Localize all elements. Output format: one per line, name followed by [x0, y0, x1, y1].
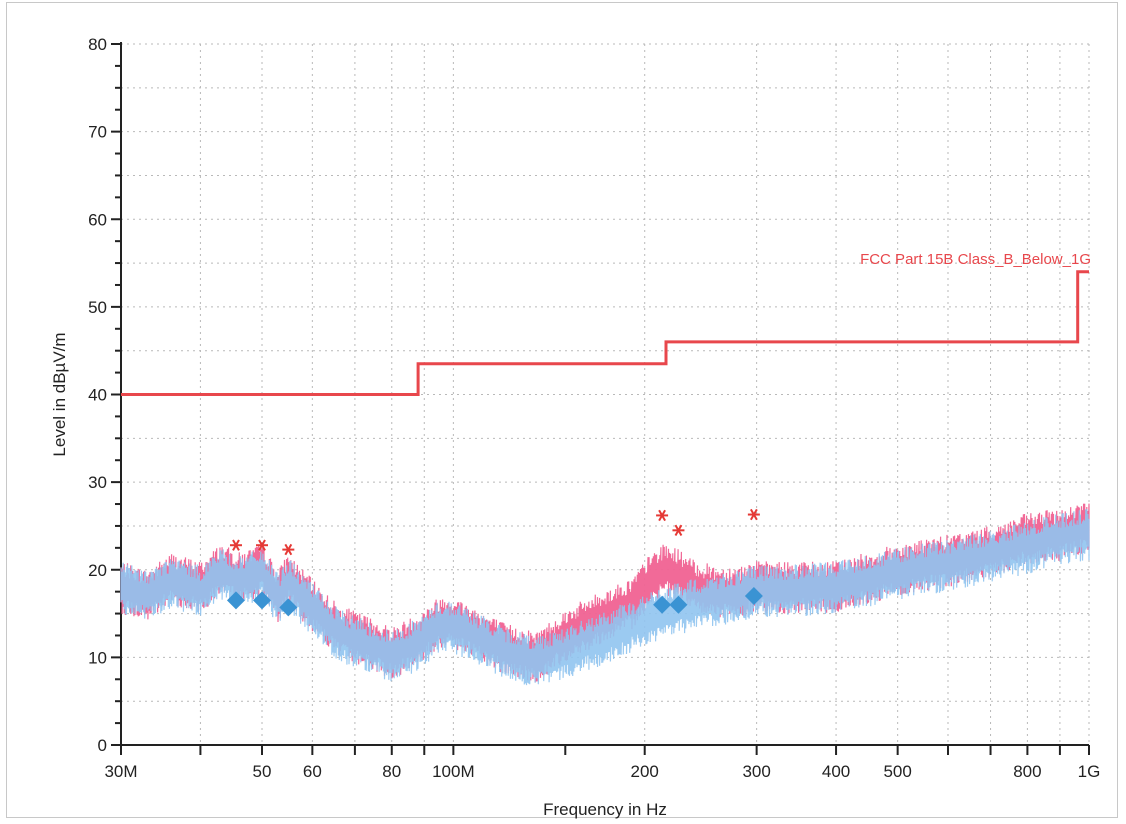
x-axis-title: Frequency in Hz — [543, 800, 667, 819]
peak-marker-stroke — [258, 539, 266, 551]
peak-marker — [256, 539, 269, 551]
qp-marker — [653, 595, 672, 614]
y-tick-label: 30 — [88, 473, 107, 492]
peak-marker-stroke — [658, 509, 666, 522]
x-tick-label: 500 — [883, 762, 911, 781]
x-tick-label: 400 — [822, 762, 850, 781]
y-tick-label: 10 — [88, 648, 107, 667]
x-tick-label: 200 — [631, 762, 659, 781]
x-tick-label: 300 — [742, 762, 770, 781]
emission-chart: 0 10 20 30 40 50 60 70 80 30M 50 60 80 100M 200 300 400 5… — [50, 35, 1100, 819]
y-tick-label: 0 — [98, 736, 107, 755]
peak-marker — [656, 509, 669, 522]
y-tick-label: 50 — [88, 298, 107, 317]
limit-line-label: FCC Part 15B Class_B_Below_1G — [860, 251, 1091, 268]
peak-marker — [672, 524, 685, 537]
x-tick-label: 60 — [303, 762, 322, 781]
qp-marker — [253, 591, 272, 610]
x-tick-label: 30M — [104, 762, 137, 781]
tick-labels: 0 10 20 30 40 50 60 70 80 30M 50 60 80 100M 200 300 400 5… — [88, 35, 1100, 781]
y-tick-label: 20 — [88, 561, 107, 580]
x-tick-label: 800 — [1013, 762, 1041, 781]
y-tick-label: 60 — [88, 210, 107, 229]
x-tick-label: 50 — [253, 762, 272, 781]
peak-marker-stroke — [284, 543, 293, 556]
peak-marker-stroke — [674, 524, 683, 537]
limit-line — [121, 270, 1089, 396]
x-tick-label: 80 — [382, 762, 401, 781]
peak-marker — [282, 543, 295, 556]
traces — [120, 503, 1090, 686]
qp-marker — [279, 598, 298, 617]
qp-marker — [226, 591, 245, 610]
peak-marker-stroke — [232, 539, 240, 551]
y-tick-label: 40 — [88, 386, 107, 405]
x-tick-label: 100M — [432, 762, 475, 781]
x-tick-label: 1G — [1078, 762, 1101, 781]
qp-marker — [669, 595, 688, 614]
limit-line-group — [121, 270, 1089, 396]
qp-marker — [744, 587, 763, 606]
y-axis-title: Level in dBµV/m — [50, 332, 69, 456]
peak-marker-stroke — [749, 508, 758, 521]
y-tick-label: 70 — [88, 123, 107, 142]
chart-frame: 0 10 20 30 40 50 60 70 80 30M 50 60 80 100M 200 300 400 5… — [6, 2, 1118, 819]
average-trace — [120, 509, 1090, 686]
markers — [226, 508, 763, 617]
peak-marker — [229, 539, 242, 551]
peak-marker — [747, 508, 760, 521]
y-tick-label: 80 — [88, 35, 107, 54]
